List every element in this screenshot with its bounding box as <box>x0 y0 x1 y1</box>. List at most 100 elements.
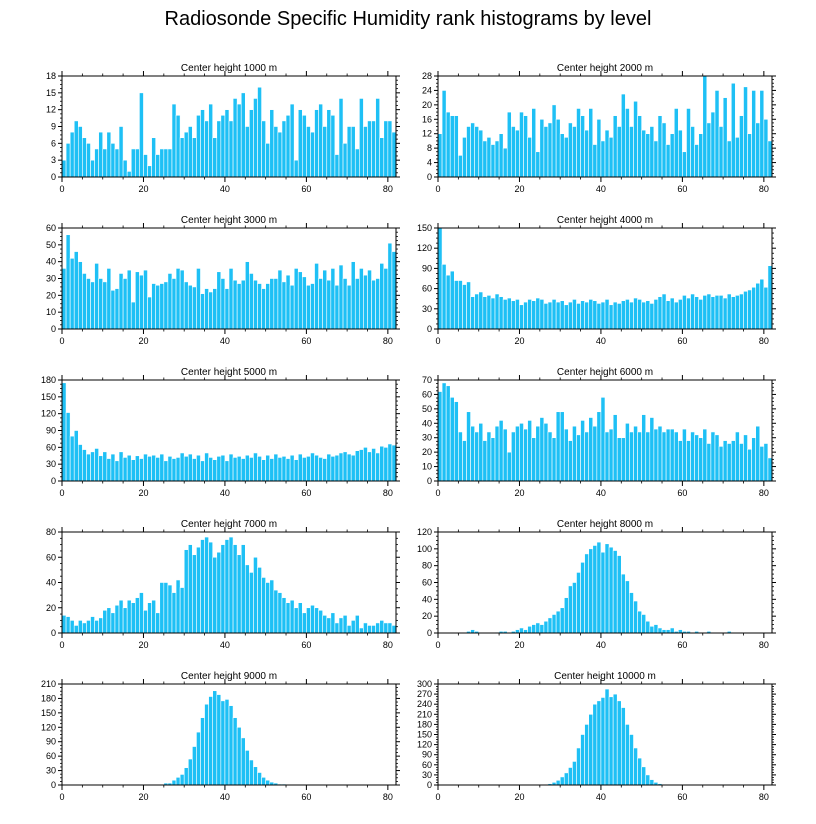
y-tick-label: 120 <box>41 409 56 419</box>
histogram-bar <box>94 263 99 330</box>
histogram-bar <box>470 122 475 178</box>
histogram-bar <box>135 148 140 178</box>
histogram-bar <box>277 269 283 330</box>
histogram-bar <box>588 108 594 178</box>
histogram-bar <box>310 452 315 482</box>
histogram-bar <box>612 550 618 634</box>
x-tick-label: 20 <box>514 488 524 498</box>
histogram-bar <box>135 455 140 482</box>
y-tick-label: 80 <box>422 561 432 571</box>
histogram-bar <box>151 454 156 482</box>
histogram-bar <box>147 296 152 330</box>
histogram-bar <box>171 592 177 634</box>
histogram-bar <box>293 607 299 634</box>
x-tick-label: 40 <box>220 336 230 346</box>
x-tick-label: 60 <box>677 640 687 650</box>
y-tick-label: 0 <box>51 780 56 790</box>
y-tick-label: 60 <box>422 284 432 294</box>
histogram-bar <box>555 301 561 330</box>
y-tick-label: 30 <box>46 766 56 776</box>
histogram-bar <box>735 295 740 330</box>
histogram-bar <box>297 109 303 178</box>
histogram-bar <box>616 700 622 786</box>
histogram-bar <box>462 440 467 482</box>
histogram-bar <box>539 417 545 482</box>
histogram-bar <box>151 137 156 178</box>
histogram-bar <box>208 291 214 330</box>
histogram-bar <box>572 126 577 178</box>
histogram-bar <box>65 234 71 330</box>
histogram-bar <box>359 449 364 482</box>
histogram-bar <box>649 779 655 786</box>
y-tick-label: 20 <box>422 611 432 621</box>
histogram-bar <box>453 280 459 330</box>
histogram-bar <box>175 114 181 178</box>
histogram-bar <box>281 597 287 634</box>
histogram-bar <box>498 420 504 482</box>
histogram-bar <box>196 731 201 786</box>
x-tick-label: 0 <box>435 184 440 194</box>
histogram-bar <box>187 453 193 482</box>
y-tick-label: 60 <box>422 760 432 770</box>
histogram-bar <box>625 580 630 634</box>
histogram-bar <box>130 301 136 330</box>
histogram-bar <box>387 242 393 330</box>
x-tick-label: 20 <box>514 184 524 194</box>
histogram-bar <box>498 296 504 330</box>
histogram-bar <box>236 726 242 786</box>
x-tick-label: 40 <box>596 792 606 802</box>
x-tick-label: 40 <box>596 488 606 498</box>
histogram-bar <box>576 108 581 178</box>
histogram-bar <box>265 454 271 482</box>
histogram-bar <box>568 767 573 786</box>
histogram-bar <box>604 431 610 482</box>
histogram-bar <box>600 397 606 482</box>
histogram-bar <box>437 227 443 330</box>
histogram-bar <box>322 269 328 330</box>
histogram-bar <box>179 587 185 634</box>
histogram-bar <box>576 303 581 330</box>
histogram-bar <box>588 713 594 786</box>
histogram-bar <box>261 577 266 634</box>
histogram-bar <box>763 286 769 330</box>
histogram-bar <box>306 284 311 330</box>
histogram-bar <box>710 111 716 178</box>
histogram-bar <box>192 554 197 634</box>
y-tick-label: 80 <box>46 527 56 537</box>
histogram-bar <box>441 90 447 178</box>
histogram-bar <box>216 551 222 634</box>
histogram-bar <box>511 431 516 482</box>
x-tick-label: 40 <box>596 336 606 346</box>
histogram-bar <box>167 273 173 330</box>
histogram-bar <box>297 271 303 330</box>
histogram-bar <box>596 700 602 786</box>
histogram-bar <box>187 284 193 330</box>
histogram-bar <box>620 300 626 330</box>
histogram-bar <box>478 291 484 330</box>
histogram-bar <box>212 288 218 330</box>
histogram-bar <box>698 299 704 330</box>
histogram-bar <box>445 385 451 482</box>
y-tick-label: 8 <box>427 143 432 153</box>
x-tick-label: 0 <box>435 792 440 802</box>
histogram-bar <box>240 544 246 634</box>
histogram-bar <box>371 625 376 634</box>
histogram-bar <box>204 536 209 634</box>
histogram-bar <box>208 541 214 634</box>
histogram-bar <box>551 614 557 634</box>
histogram-panel: Center height 4000 m 0 20 40 60 80 0 30 60 90 120 1… <box>417 215 776 346</box>
y-tick-label: 28 <box>422 71 432 81</box>
histogram-bar <box>767 265 773 330</box>
y-tick-label: 30 <box>46 274 56 284</box>
histogram-bar <box>682 151 687 178</box>
y-tick-label: 210 <box>417 709 432 719</box>
histogram-bar <box>706 293 712 330</box>
y-tick-label: 50 <box>46 240 56 250</box>
histogram-bar <box>739 443 744 482</box>
histogram-bar <box>69 435 75 482</box>
histogram-bar <box>506 451 512 482</box>
histogram-bar <box>466 411 471 482</box>
histogram-bar <box>82 449 87 482</box>
panel-title: Center height 2000 m <box>557 63 653 74</box>
y-tick-label: 30 <box>422 433 432 443</box>
